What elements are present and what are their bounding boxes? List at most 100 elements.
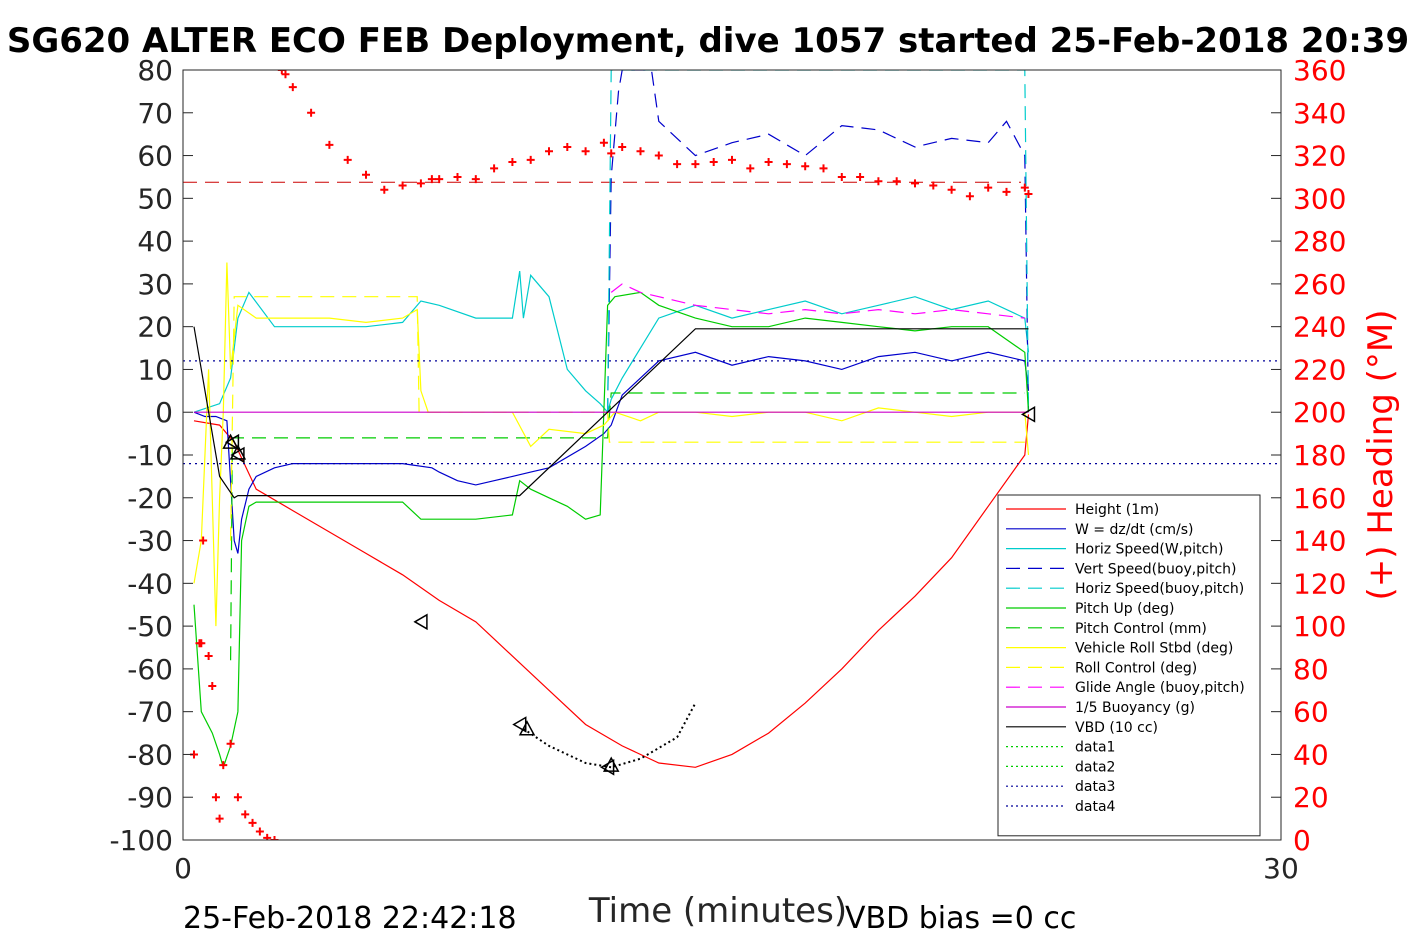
heading-point [618,143,627,151]
heading-point [219,761,228,770]
heading-point [325,140,334,149]
heading-point [288,83,297,92]
series-line-glide-angle-buoy-pitch [610,283,1025,319]
heading-point [929,181,938,190]
y2-tick-label: 260 [1293,268,1346,301]
y2-tick-label: 280 [1293,225,1346,258]
heading-point [241,810,250,819]
heading-point [435,175,444,184]
heading-point [801,162,810,171]
y2-tick-label: 320 [1293,140,1346,173]
triangle-left-marker [413,613,428,631]
heading-point [1020,183,1029,192]
y2-tick-label: 160 [1293,482,1346,515]
heading-point [398,181,407,190]
heading-point [471,175,480,184]
heading-point [673,160,682,169]
heading-point [526,155,535,164]
heading-point [343,155,352,164]
y2-tick-label: 360 [1293,54,1346,87]
heading-point [270,836,279,840]
y-tick-label: -30 [127,525,173,558]
y2-tick-label: 120 [1293,567,1346,600]
y-tick-label: 10 [137,353,173,386]
legend-label: data3 [1075,779,1115,795]
legend-box [997,494,1261,837]
heading-point [636,147,645,156]
y2-tick-label: 80 [1293,653,1329,686]
y-tick-label: 20 [137,311,173,344]
legend-label: VBD (10 cc) [1075,720,1158,736]
heading-point [453,172,462,181]
y-tick-label: -80 [127,738,173,771]
heading-point [199,536,208,545]
y-tick-label: 70 [137,97,173,130]
heading-point [204,652,213,661]
y2-tick-label: 340 [1293,97,1346,130]
legend-label: Glide Angle (buoy,pitch) [1075,680,1245,696]
y2-tick-label: 0 [1293,824,1311,857]
x-axis-label: Time (minutes) [588,891,847,931]
legend-label: Horiz Speed(W,pitch) [1075,542,1223,558]
heading-point [764,157,773,166]
axes-layer: 80706050403020100-10-20-30-40-50-60-70-8… [109,54,1346,885]
y-tick-label: -100 [109,824,173,857]
triangle-up-marker [518,720,536,736]
chart-title: SG620 ALTER ECO FEB Deployment, dive 105… [7,21,1409,61]
y-tick-label: 50 [137,182,173,215]
legend-label: Vert Speed(buoy,pitch) [1075,561,1237,577]
y-tick-label: 80 [137,54,173,87]
heading-point [599,138,608,147]
y-tick-label: -40 [127,567,173,600]
heading-point [782,160,791,169]
heading-point [691,160,700,169]
heading-point [215,814,224,823]
legend-label: data1 [1075,740,1115,756]
heading-point [563,143,572,151]
y2-tick-label: 220 [1293,353,1346,386]
triangle-left-marker [600,758,615,776]
legend-label: W = dz/dt (cm/s) [1075,522,1194,538]
heading-point [490,164,499,173]
y-tick-label: -90 [127,781,173,814]
legend-label: Pitch Control (mm) [1075,621,1207,637]
legend-label: Horiz Speed(buoy,pitch) [1075,581,1244,597]
footer-vbd-bias: VBD bias =0 cc [845,901,1076,936]
heading-point [281,70,290,79]
legend: Height (1m) W = dz/dt (cm/s) Horiz Speed(W… [997,494,1261,837]
heading-point [581,147,590,156]
heading-point [965,192,974,201]
footer-timestamp: 25-Feb-2018 22:42:18 [183,901,517,936]
series-line-horiz-speed-buoy-pitch [607,70,1030,413]
legend-label: Vehicle Roll Stbd (deg) [1075,641,1233,657]
series-line-vert-speed-buoy-pitch [607,70,1030,413]
heading-point [307,108,316,117]
heading-point [728,155,736,164]
heading-point [874,177,883,186]
y2-tick-label: 20 [1293,781,1329,814]
heading-point [197,639,206,648]
legend-label: data4 [1075,799,1116,815]
legend-label: data2 [1075,759,1115,775]
heading-point [892,177,901,186]
heading-point [427,175,436,184]
y-tick-label: 40 [137,225,173,258]
series-line-pitch-up-deg [193,291,1030,770]
heading-point [837,172,846,181]
heading-point [607,149,616,158]
heading-point [263,833,272,840]
y2-tick-label: 240 [1293,311,1346,344]
y-tick-label: 0 [155,396,173,429]
x-tick-label: 0 [174,852,192,885]
y2-tick-label: 140 [1293,525,1346,558]
y-tick-label: -60 [127,653,173,686]
triangle-up-marker [602,756,620,772]
heading-point [362,170,370,179]
x-tick-label: 30 [1263,852,1299,885]
series-line-roll-control-deg [230,296,1025,541]
y2-tick-label: 100 [1293,610,1346,643]
y2-tick-label: 200 [1293,396,1346,429]
plot-area [183,70,1281,840]
y-tick-label: -20 [127,482,173,515]
heading-point [248,818,257,827]
